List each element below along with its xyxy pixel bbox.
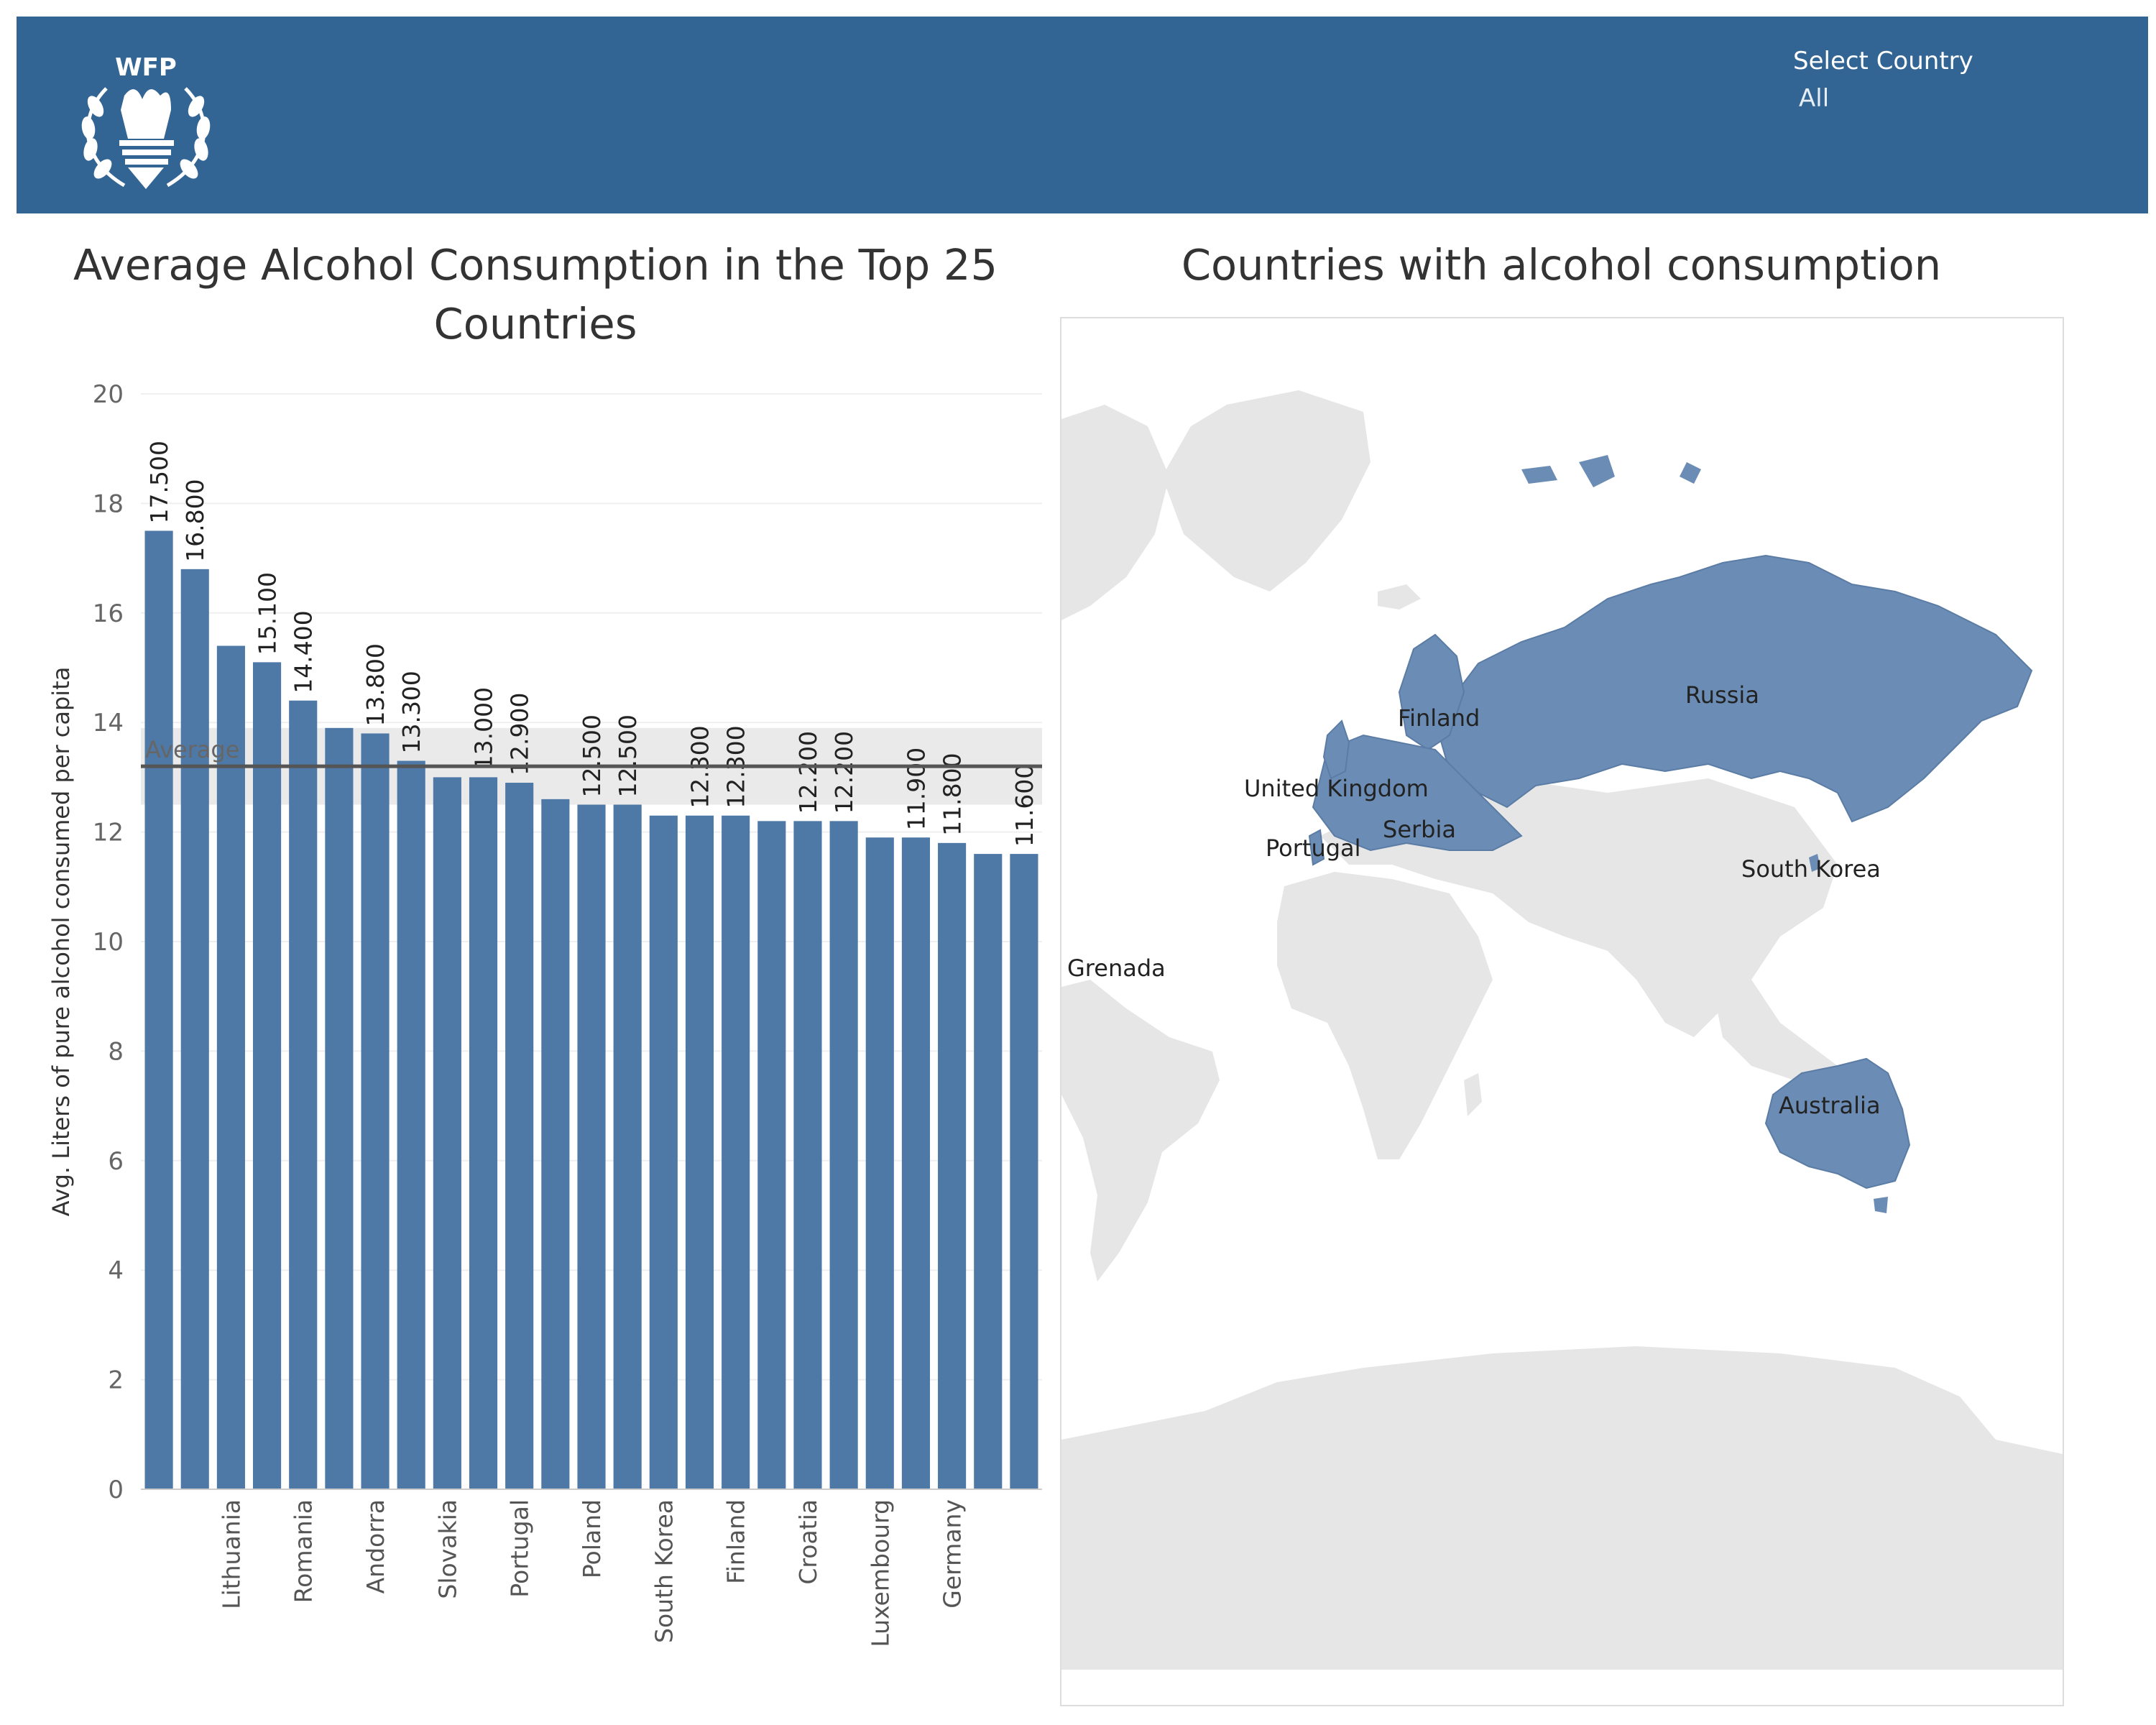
x-tick-label: Romania	[290, 1499, 318, 1603]
x-tick-label: Croatia	[794, 1499, 822, 1585]
bar-data-label: 11.900	[902, 748, 930, 830]
bar[interactable]	[685, 815, 714, 1489]
x-tick-label: Luxembourg	[866, 1499, 894, 1647]
australia-shape[interactable]	[1764, 1057, 1911, 1190]
map-label-russia: Russia	[1685, 681, 1759, 709]
tasmania-shape	[1874, 1197, 1888, 1213]
bar[interactable]	[793, 821, 822, 1489]
y-tick-label: 10	[93, 928, 124, 957]
x-tick-label: Germany	[939, 1499, 967, 1609]
antarctica-shape	[1061, 1346, 2063, 1670]
bar[interactable]	[433, 777, 461, 1489]
y-tick-label: 14	[93, 709, 124, 737]
bar[interactable]	[901, 837, 931, 1489]
bar[interactable]	[541, 799, 570, 1489]
southeast-asia-shape	[1708, 965, 1838, 1080]
x-tick-label: Lithuania	[217, 1499, 245, 1609]
bar[interactable]	[325, 727, 354, 1489]
bar[interactable]	[361, 733, 390, 1490]
united-kingdom-shape[interactable]	[1322, 719, 1350, 780]
bar-data-label: 17.500	[145, 441, 173, 523]
y-tick-label: 0	[108, 1476, 124, 1504]
x-tick-label: Andorra	[361, 1499, 390, 1593]
europe-highlight-shape[interactable]	[1312, 734, 1523, 852]
bar-data-label: 15.100	[254, 572, 282, 655]
map-label-grenada: Grenada	[1067, 954, 1166, 982]
bar[interactable]	[722, 815, 750, 1489]
bar-data-label: 12.900	[506, 693, 534, 776]
map-label-portugal: Portugal	[1266, 834, 1361, 862]
map-label-finland: Finland	[1398, 704, 1480, 732]
bar[interactable]	[649, 815, 678, 1489]
portugal-shape[interactable]	[1308, 829, 1325, 866]
map-label-serbia: Serbia	[1383, 816, 1456, 843]
bar[interactable]	[938, 842, 967, 1489]
bar[interactable]	[974, 854, 1003, 1489]
bar-chart-title: Average Alcohol Consumption in the Top 2…	[73, 240, 998, 349]
bar[interactable]	[216, 645, 245, 1489]
logo-text: WFP	[115, 53, 177, 82]
madagascar-shape	[1464, 1073, 1482, 1116]
bar[interactable]	[252, 662, 282, 1489]
average-line-label: Average	[145, 736, 239, 763]
bar-data-label: 13.800	[361, 643, 390, 726]
y-tick-label: 20	[93, 380, 124, 409]
x-tick-label: Slovakia	[433, 1499, 461, 1599]
finland-shape[interactable]	[1398, 633, 1465, 751]
south-america-shape	[1061, 980, 1220, 1282]
bar-chart: 0 2 4 6 8 10 12 14 16 18 20 Avg. Liters of pure alc…	[47, 380, 1042, 1647]
x-tick-label: South Korea	[650, 1499, 678, 1643]
y-tick-label: 8	[108, 1037, 124, 1066]
bar[interactable]	[757, 821, 786, 1489]
x-tick-label: Portugal	[506, 1499, 534, 1598]
bar-data-label: 12.200	[830, 731, 858, 814]
russia-shape[interactable]	[1434, 554, 2033, 823]
bar-data-label: 14.400	[290, 610, 318, 693]
map-label-south-korea: South Korea	[1741, 855, 1881, 883]
select-country-label: Select Country	[1793, 47, 1973, 75]
y-tick-label: 18	[93, 489, 124, 518]
bar[interactable]	[865, 837, 894, 1489]
map-label-australia: Australia	[1779, 1092, 1881, 1119]
greenland-shape	[1162, 390, 1370, 592]
y-tick-label: 16	[93, 599, 124, 628]
select-country-dropdown[interactable]: All	[1799, 84, 1830, 113]
y-tick-label: 6	[108, 1147, 124, 1176]
bar[interactable]	[1010, 854, 1038, 1489]
bar-data-label: 13.000	[470, 687, 498, 770]
bar[interactable]	[397, 760, 425, 1489]
bar[interactable]	[144, 530, 173, 1490]
africa-shape	[1277, 872, 1493, 1159]
bar[interactable]	[829, 821, 858, 1489]
bar[interactable]	[505, 783, 534, 1489]
south-korea-shape[interactable]	[1809, 854, 1820, 872]
map-title: Countries with alcohol consumption	[1181, 240, 1942, 290]
north-america-shape	[1061, 405, 1169, 620]
bar[interactable]	[180, 569, 209, 1489]
bar-data-label: 11.600	[1010, 764, 1038, 847]
y-tick-label: 4	[108, 1256, 124, 1285]
russia-islands-shape	[1521, 455, 1701, 487]
dashboard-header: WFP Select Country All	[17, 17, 2148, 213]
y-tick-label: 12	[93, 819, 124, 847]
y-axis-title: Avg. Liters of pure alcohol consumed per…	[47, 667, 75, 1217]
bar-data-label: 13.300	[397, 671, 425, 753]
bar[interactable]	[469, 777, 498, 1489]
bar[interactable]	[289, 700, 318, 1489]
x-tick-label: Finland	[722, 1499, 750, 1584]
bar-data-label: 12.200	[794, 731, 822, 814]
world-map[interactable]: Russia Finland United Kingdom Serbia Por…	[1060, 317, 2064, 1706]
bar[interactable]	[577, 804, 606, 1490]
y-tick-label: 2	[108, 1366, 124, 1395]
bar-data-label: 16.800	[181, 479, 209, 561]
iceland-shape	[1378, 584, 1421, 610]
bar-data-label: 12.500	[614, 714, 642, 797]
bar-data-label: 12.500	[578, 714, 606, 797]
x-tick-label: Poland	[578, 1499, 606, 1578]
map-label-united-kingdom: United Kingdom	[1244, 775, 1429, 802]
wfp-logo: WFP	[81, 53, 211, 189]
bar[interactable]	[613, 804, 642, 1490]
